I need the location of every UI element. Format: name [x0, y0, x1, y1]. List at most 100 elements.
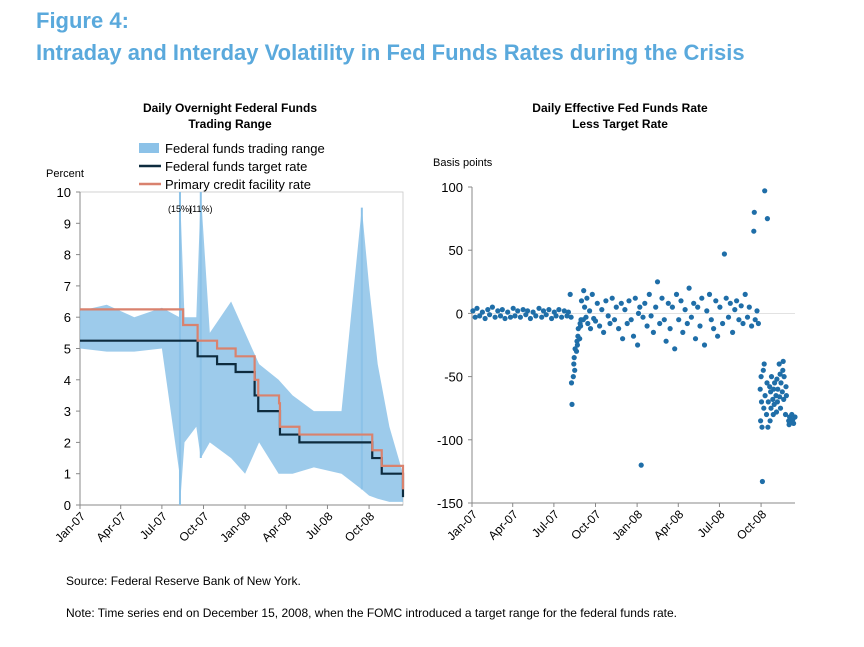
- scatter-point: [583, 314, 589, 320]
- scatter-point: [572, 367, 578, 373]
- y-tick-label: 3: [64, 404, 71, 419]
- scatter-point: [638, 462, 644, 468]
- scatter-point: [533, 313, 539, 319]
- scatter-point: [594, 300, 600, 306]
- y-tick-label: 4: [64, 373, 71, 388]
- scatter-point: [626, 298, 632, 304]
- scatter-point: [546, 307, 552, 313]
- scatter-point: [648, 313, 654, 319]
- scatter-point: [570, 374, 576, 380]
- scatter-point: [646, 291, 652, 297]
- scatter-point: [672, 346, 678, 352]
- scatter-point: [771, 386, 777, 392]
- footnote: Note: Time series end on December 15, 20…: [66, 606, 678, 620]
- scatter-point: [520, 307, 526, 313]
- scatter-point: [781, 396, 787, 402]
- scatter-point: [536, 305, 542, 311]
- scatter-point: [734, 298, 740, 304]
- scatter-point: [701, 342, 708, 348]
- scatter-point: [695, 304, 701, 310]
- scatter-point: [725, 314, 732, 320]
- scatter-point: [770, 396, 776, 402]
- scatter-point: [622, 307, 628, 313]
- scatter-point: [781, 374, 787, 380]
- scatter-point: [567, 291, 573, 297]
- scatter-point: [609, 295, 615, 301]
- y-axis-label: Percent: [46, 168, 84, 180]
- scatter-point: [774, 399, 781, 405]
- scatter-point: [470, 308, 476, 314]
- scatter-point: [482, 315, 488, 322]
- scatter-point: [686, 285, 692, 291]
- scatter-point: [657, 320, 663, 327]
- scatter-point: [760, 367, 766, 373]
- scatter-point: [758, 399, 765, 405]
- scatter-point: [749, 323, 755, 329]
- y-tick-label: 7: [64, 279, 71, 294]
- scatter-point: [783, 384, 789, 390]
- scatter-point: [732, 307, 738, 313]
- spike-annotation: (15%): [168, 204, 192, 214]
- x-tick-label: Jan-08: [609, 507, 645, 543]
- scatter-point: [540, 308, 547, 314]
- spike-annotation: (11%): [189, 204, 212, 214]
- x-tick-label: Apr-07: [485, 507, 521, 543]
- scatter-point: [762, 393, 768, 399]
- scatter-point: [515, 308, 521, 314]
- x-tick-label: Jul-07: [137, 509, 170, 542]
- scatter-point: [620, 336, 626, 342]
- scatter-point: [517, 314, 524, 320]
- scatter-point: [758, 374, 764, 380]
- y-tick-label: 1: [64, 467, 71, 482]
- scatter-point: [764, 216, 771, 222]
- scatter-point: [691, 300, 697, 306]
- scatter-point: [582, 304, 588, 310]
- x-tick-label: Jul-08: [695, 507, 728, 540]
- scatter-point: [559, 314, 565, 320]
- scatter-point: [730, 329, 736, 335]
- scatter-point: [761, 361, 767, 367]
- x-tick-label: Apr-07: [93, 509, 129, 545]
- scatter-point: [755, 320, 762, 327]
- scatter-point: [717, 304, 723, 310]
- scatter-point: [628, 317, 634, 323]
- legend-swatch-range: [139, 143, 159, 153]
- scatter-point: [568, 314, 574, 320]
- y-tick-label: -50: [444, 370, 463, 385]
- y-tick-label: 2: [64, 435, 71, 450]
- scatter-point: [757, 386, 763, 392]
- scatter-point: [676, 317, 682, 323]
- x-tick-label: Oct-07: [176, 509, 212, 545]
- scatter-point: [499, 307, 505, 313]
- y-tick-label: -150: [437, 496, 463, 511]
- scatter-point: [530, 309, 536, 315]
- scatter-point: [659, 295, 665, 301]
- scatter-point: [775, 386, 781, 392]
- scatter-point: [783, 393, 790, 399]
- scatter-point: [765, 424, 771, 430]
- scatter-point: [763, 411, 770, 418]
- scatter-point: [791, 420, 797, 426]
- scatter-point: [740, 320, 746, 327]
- scatter-point: [661, 317, 667, 323]
- scatter-point: [779, 389, 785, 395]
- scatter-point: [607, 320, 613, 327]
- scatter-point: [477, 313, 483, 319]
- scatter-point: [601, 329, 607, 335]
- x-tick-label: Jul-07: [529, 507, 562, 540]
- scatter-point: [618, 300, 624, 306]
- y-tick-label: 6: [64, 310, 71, 325]
- scatter-point: [587, 326, 594, 332]
- scatter-point: [699, 295, 705, 301]
- scatter-point: [777, 394, 783, 400]
- scatter-point: [780, 367, 786, 373]
- scatter-point: [706, 291, 713, 297]
- scatter-point: [720, 320, 726, 327]
- scatter-point: [578, 323, 584, 329]
- scatter-point: [485, 307, 491, 313]
- scatter-point: [539, 314, 545, 320]
- scatter-point: [711, 326, 717, 332]
- scatter-point: [782, 411, 789, 418]
- legend-label: Federal funds target rate: [165, 159, 307, 174]
- chart-title: Daily Effective Fed Funds Rate: [532, 101, 708, 115]
